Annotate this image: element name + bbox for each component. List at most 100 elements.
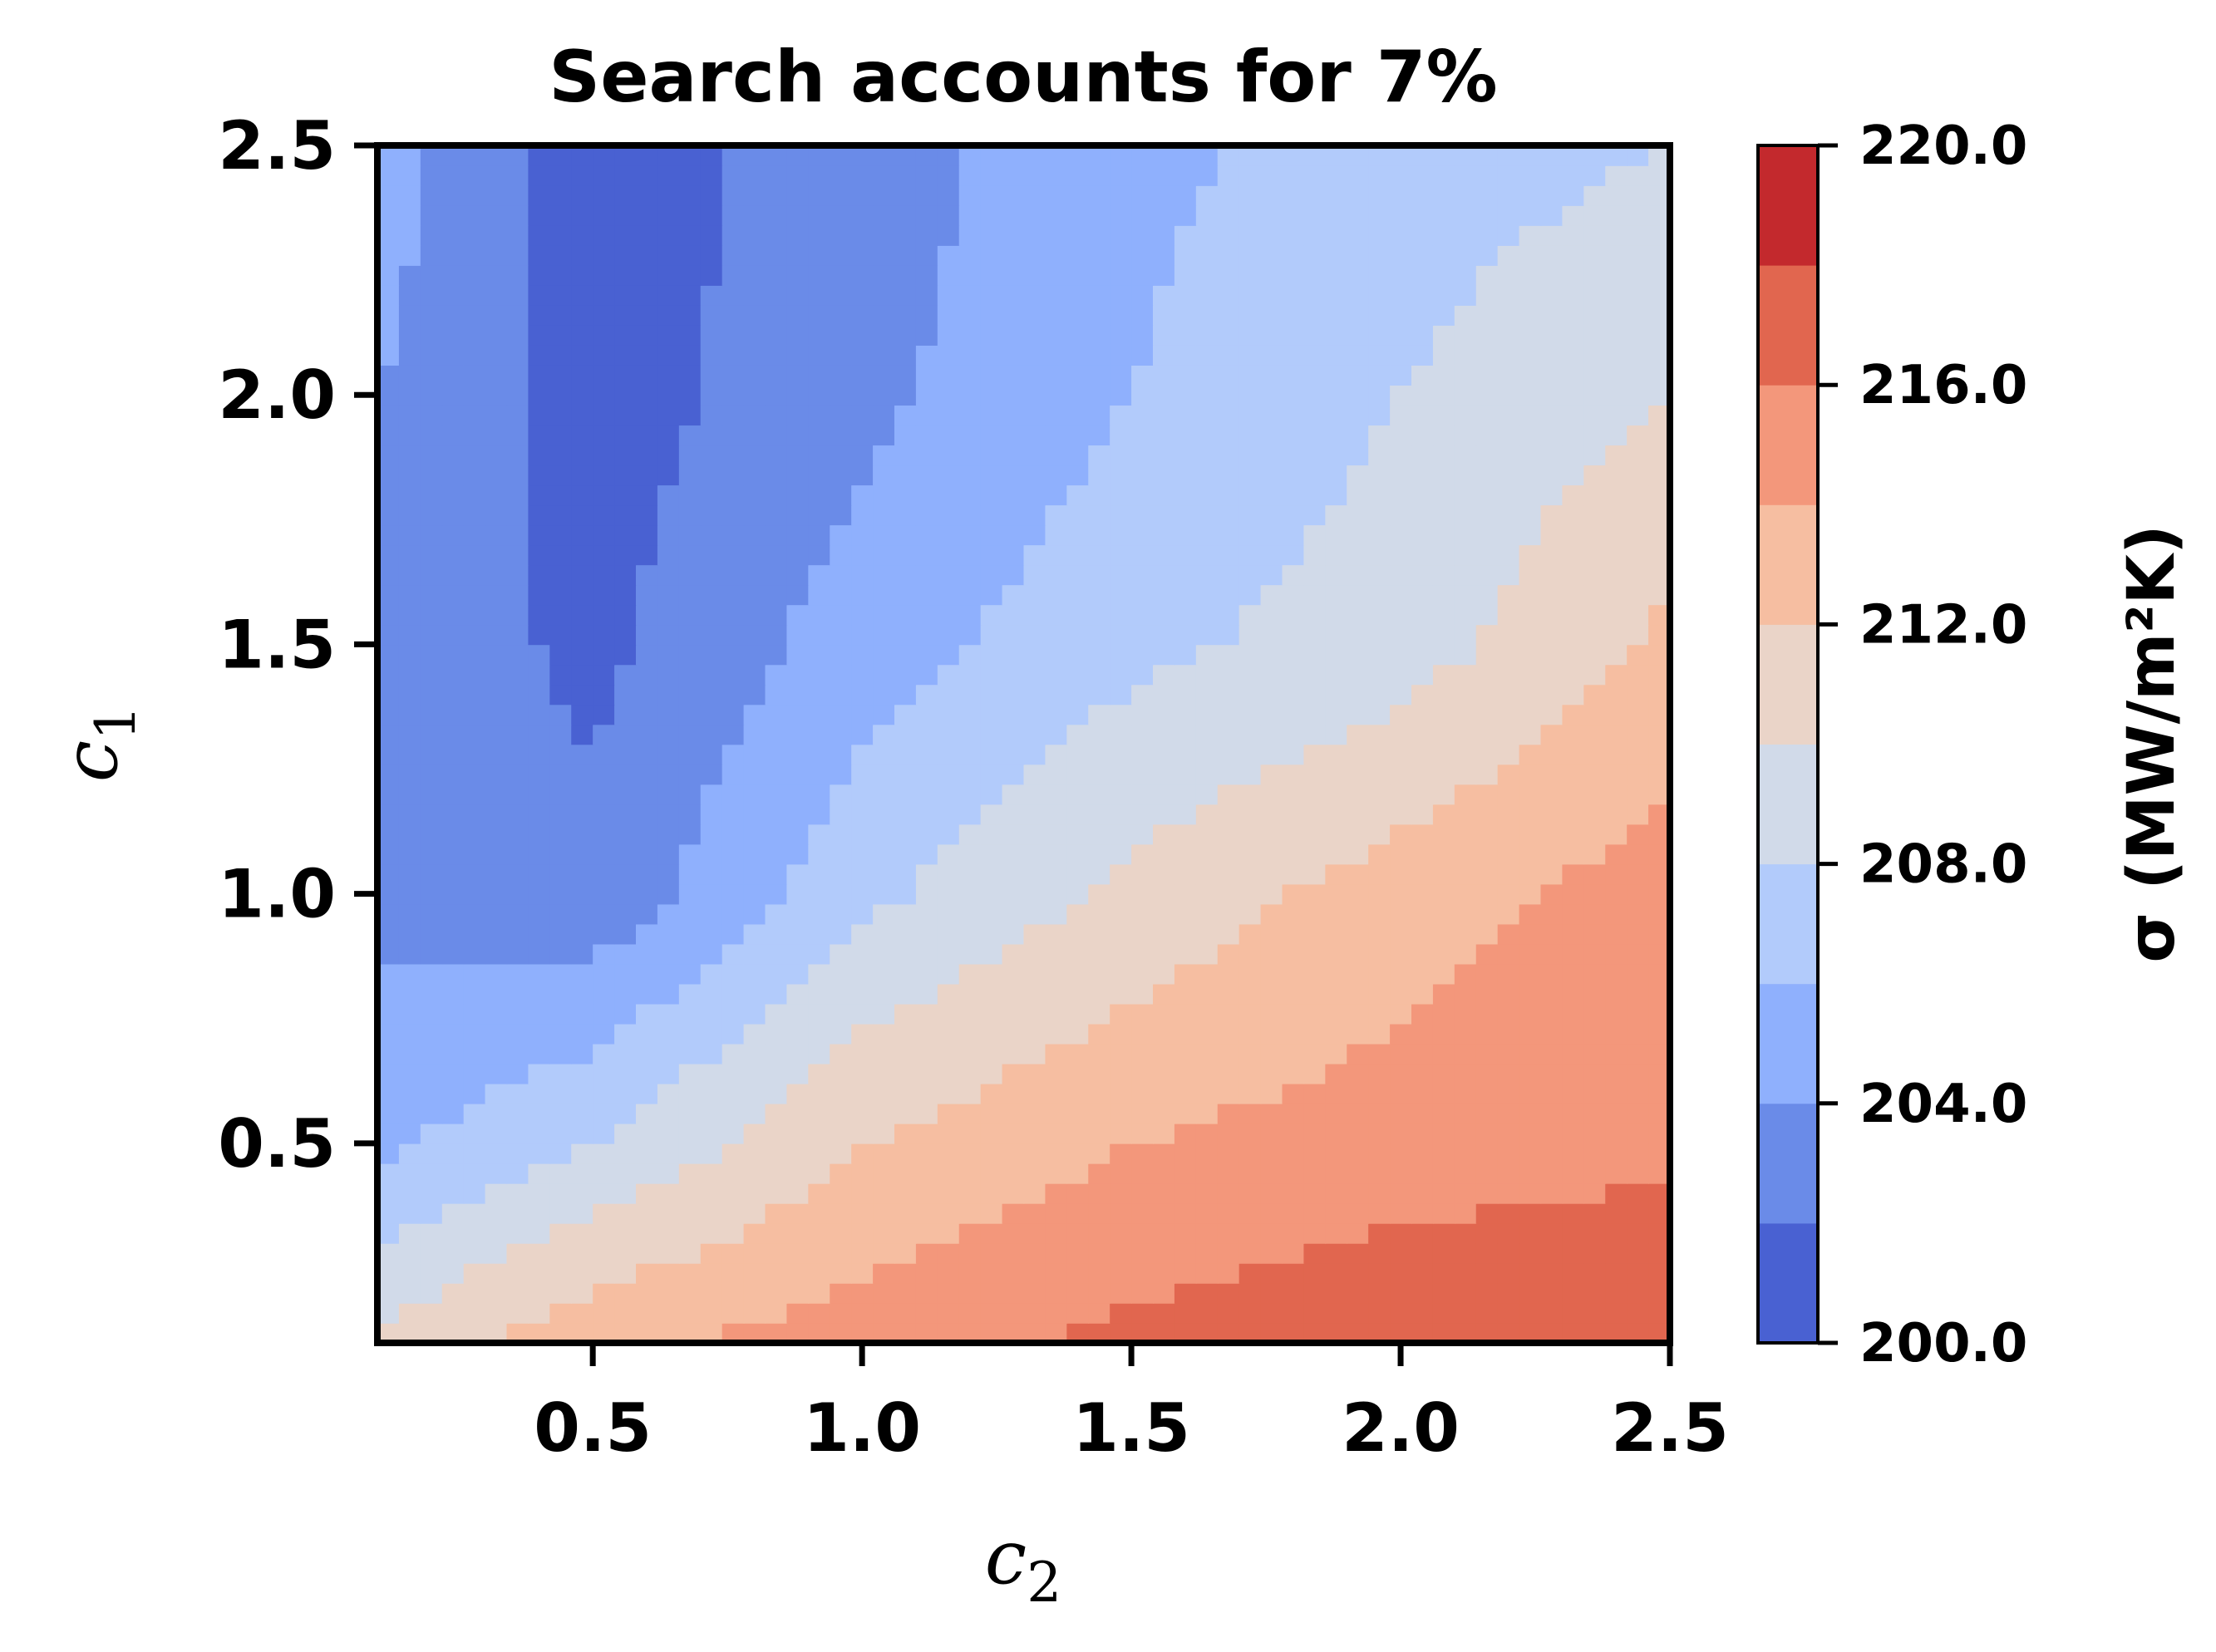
contour-cell (678, 843, 702, 865)
contour-cell (1368, 1063, 1391, 1084)
contour-cell (1475, 1123, 1499, 1144)
contour-cell (1002, 744, 1025, 765)
contour-cell (894, 504, 917, 526)
contour-cell (1217, 1103, 1240, 1124)
contour-cell (1497, 165, 1520, 186)
contour-cell (1583, 1123, 1607, 1144)
contour-cell (1110, 1322, 1132, 1343)
contour-cell (1390, 724, 1412, 745)
contour-cell (571, 245, 593, 266)
contour-cell (1131, 604, 1154, 626)
contour-cell (1497, 1063, 1520, 1084)
contour-cell (980, 1003, 1003, 1025)
contour-cell (593, 1242, 615, 1264)
contour-cell (937, 863, 960, 885)
contour-cell (636, 883, 658, 905)
contour-cell (1066, 345, 1090, 366)
contour-cell (1390, 1202, 1412, 1224)
contour-cell (506, 465, 529, 486)
contour-cell (1131, 1063, 1154, 1084)
contour-cell (657, 544, 680, 566)
contour-cell (1605, 963, 1628, 985)
contour-cell (1519, 1063, 1542, 1084)
contour-cell (614, 1063, 637, 1084)
contour-cell (980, 863, 1003, 885)
contour-cell (1648, 624, 1670, 646)
contour-cell (528, 843, 551, 865)
contour-cell (1347, 624, 1369, 646)
contour-cell (1475, 564, 1499, 586)
contour-cell (1282, 225, 1305, 246)
contour-cell (1023, 804, 1046, 825)
contour-cell (549, 1262, 573, 1284)
contour-cell (1411, 584, 1434, 606)
contour-cell (678, 824, 702, 845)
contour-cell (915, 145, 938, 166)
contour-cell (614, 1182, 637, 1204)
contour-cell (1066, 365, 1090, 386)
contour-cell (678, 165, 702, 186)
contour-cell (937, 385, 960, 406)
contour-cell (1411, 1262, 1434, 1284)
contour-cell (700, 544, 723, 566)
contour-cell (1153, 744, 1175, 765)
contour-cell (1260, 185, 1283, 206)
contour-cell (700, 365, 723, 386)
contour-cell (1648, 325, 1670, 346)
contour-cell (657, 1262, 680, 1284)
contour-cell (1066, 484, 1090, 506)
contour-cell (1432, 305, 1455, 326)
contour-cell (678, 1262, 702, 1284)
contour-cell (1562, 824, 1585, 845)
contour-cell (1303, 1043, 1327, 1064)
contour-cell (506, 604, 529, 626)
contour-cell (1088, 1302, 1110, 1324)
contour-cell (377, 1262, 400, 1284)
contour-cell (1238, 465, 1262, 486)
contour-cell (1411, 824, 1434, 845)
contour-cell (1066, 504, 1090, 526)
contour-cell (1605, 405, 1628, 426)
contour-cell (1583, 1083, 1607, 1104)
contour-cell (593, 804, 615, 825)
contour-cell (1282, 624, 1305, 646)
contour-cell (721, 185, 745, 206)
contour-cell (441, 923, 465, 945)
contour-cell (1153, 983, 1175, 1005)
contour-cell (1260, 1163, 1283, 1184)
contour-cell (851, 724, 874, 745)
contour-cell (1153, 1322, 1175, 1343)
contour-cell (377, 165, 400, 186)
contour-cell (1325, 405, 1348, 426)
contour-cell (808, 504, 831, 526)
contour-cell (1238, 824, 1262, 845)
contour-cell (1540, 544, 1564, 566)
contour-cell (1347, 963, 1369, 985)
contour-cell (1088, 1322, 1110, 1343)
colorbar-tick-label: 212.0 (1859, 594, 2027, 656)
contour-cell (1303, 1083, 1327, 1104)
contour-cell (980, 484, 1003, 506)
contour-cell (678, 325, 702, 346)
contour-cell (1153, 484, 1175, 506)
contour-cell (894, 1103, 917, 1124)
contour-cell (636, 724, 658, 745)
contour-cell (786, 704, 810, 725)
contour-cell (873, 1063, 895, 1084)
contour-cell (980, 804, 1003, 825)
contour-cell (873, 345, 895, 366)
contour-cell (571, 1302, 593, 1324)
contour-cell (1110, 1302, 1132, 1324)
contour-cell (1023, 524, 1046, 546)
contour-cell (1368, 1182, 1391, 1204)
contour-cell (980, 504, 1003, 526)
contour-cell (420, 1123, 443, 1144)
contour-cell (786, 185, 810, 206)
contour-cell (506, 524, 529, 546)
contour-cell (1174, 1322, 1197, 1343)
contour-cell (1088, 1023, 1110, 1045)
contour-cell (528, 824, 551, 845)
contour-cell (463, 843, 486, 865)
contour-cell (851, 245, 874, 266)
contour-cell (1282, 1123, 1305, 1144)
